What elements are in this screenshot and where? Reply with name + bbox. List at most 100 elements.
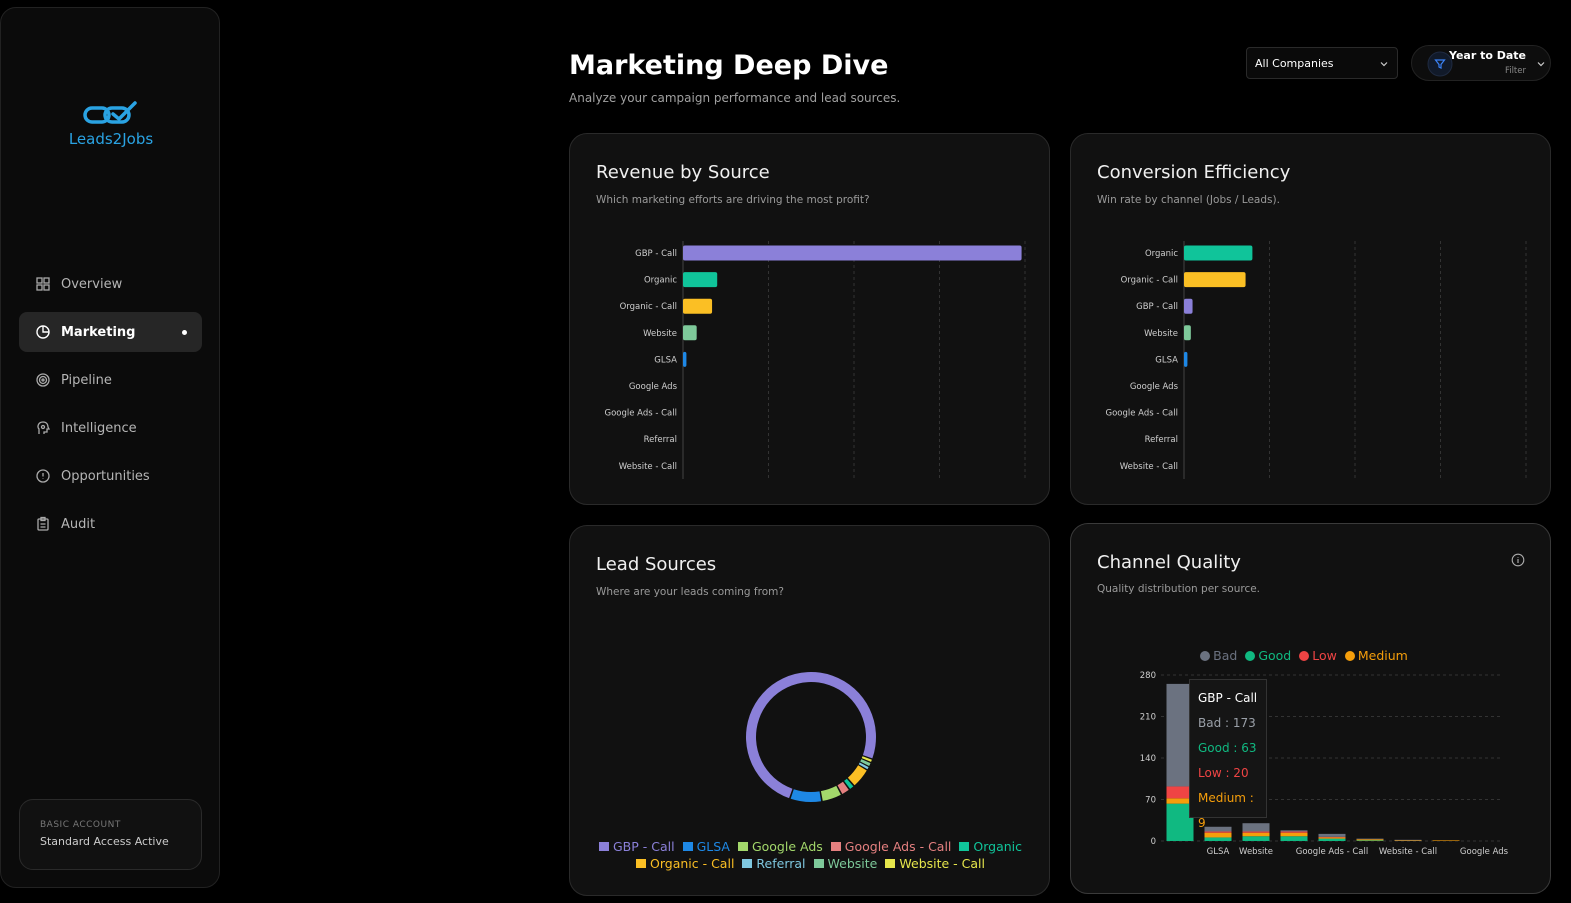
y-tick-label: Organic - Call [1121, 276, 1178, 286]
bar-segment [1242, 823, 1270, 832]
y-tick-label: GLSA [1155, 355, 1178, 365]
y-tick-label: Website [643, 329, 677, 339]
donut-slice [790, 789, 822, 802]
y-tick-label: Website - Call [1120, 462, 1178, 472]
tooltip-line: Bad : 173 [1198, 716, 1256, 730]
legend-swatch [830, 842, 841, 851]
card-subtitle: Win rate by channel (Jobs / Leads). [1097, 194, 1280, 206]
info-icon[interactable] [1511, 553, 1525, 567]
card: Lead Sources Where are your leads coming… [569, 525, 1050, 896]
bar [683, 298, 713, 314]
card: Organic Organic - Call GBP - Call Website GL… [1070, 133, 1551, 505]
legend-item: Website - Call [885, 856, 985, 871]
x-tick-label: Website - Call [1379, 847, 1437, 857]
chevron [1537, 62, 1545, 67]
nav-item[interactable]: Pipeline [19, 360, 202, 400]
y-tick-label: 210 [1140, 713, 1156, 723]
y-tick-label: Organic [1145, 249, 1178, 259]
donut-slice [860, 759, 871, 766]
y-tick-label: Referral [644, 435, 677, 445]
bar-segment [1280, 831, 1308, 833]
y-tick-label: 280 [1140, 671, 1156, 681]
filter-sub: Filter [1504, 66, 1526, 76]
tooltip: GBP - Call Bad : 173 Good : 63 Low : 20 Medi… [1189, 679, 1267, 830]
legend: GBP - Call GLSA Google Ads Google Ads - Cal… [590, 839, 1031, 871]
y-tick-label: 140 [1140, 754, 1156, 764]
legend-label: Organic - Call [650, 856, 735, 871]
nav-label: Opportunities [61, 468, 150, 484]
bar-segment [1432, 840, 1460, 841]
logo-text: Leads2Jobs [68, 130, 154, 148]
legend-label: Good [1258, 648, 1292, 663]
bar-segment [1318, 833, 1346, 837]
card-subtitle: Quality distribution per source. [1097, 583, 1261, 595]
card-title: Conversion Efficiency [1097, 162, 1291, 183]
bar-segment [1204, 826, 1232, 832]
bar-segment [1242, 832, 1270, 837]
bar-segment [1318, 838, 1346, 841]
legend-label: Google Ads - Call [844, 839, 952, 854]
y-tick-label: GBP - Call [635, 249, 677, 259]
nav-item[interactable]: Opportunities [19, 456, 202, 496]
y-tick-label: Google Ads - Call [604, 409, 677, 419]
bar-segment [1166, 786, 1194, 799]
donut-slice [861, 756, 872, 762]
nav-label: Audit [61, 516, 96, 532]
filter-label: Year to Date [1448, 49, 1526, 62]
card-title: Lead Sources [596, 554, 717, 575]
legend-label: Website - Call [899, 856, 985, 871]
tooltip-title: GBP - Call [1198, 691, 1258, 705]
nav-item[interactable]: Overview [19, 264, 202, 304]
bar-segment [1242, 836, 1270, 841]
legend-label: GLSA [696, 839, 730, 854]
chevron [1380, 62, 1388, 67]
y-tick-label: Google Ads [629, 382, 678, 392]
bar-segment [1204, 831, 1232, 833]
y-tick-label: Website [1144, 329, 1178, 339]
nav-label: Marketing [61, 324, 136, 340]
date-filter[interactable]: Year to Date Filter [1411, 45, 1551, 81]
legend-label: Low [1312, 648, 1337, 663]
tooltip-line: Medium : 9 [1198, 791, 1254, 830]
nav-item[interactable]: Marketing [19, 312, 202, 352]
bar-segment [1318, 837, 1346, 839]
legend-dot [1344, 650, 1355, 661]
legend-label: Organic [973, 839, 1023, 854]
legend-swatch [885, 859, 896, 868]
company-select[interactable]: All Companies [1246, 47, 1398, 79]
card-title: Channel Quality [1097, 552, 1241, 573]
legend-label: Google Ads [751, 839, 823, 854]
legend-swatch [742, 859, 753, 868]
y-tick-label: Organic - Call [620, 302, 677, 312]
bar-segment [1356, 838, 1384, 840]
bar-segment [1280, 830, 1308, 832]
legend-item: Organic [959, 839, 1022, 854]
donut-slice [858, 762, 869, 770]
legend-item: Website [813, 856, 878, 871]
legend-dot [1200, 650, 1211, 661]
donut-slice [837, 781, 849, 794]
legend-label: GBP - Call [612, 839, 675, 854]
account-box: BASIC ACCOUNT Standard Access Active [19, 799, 202, 870]
donut-slice [847, 765, 867, 786]
account-tier: BASIC ACCOUNT [40, 820, 121, 830]
y-tick-label: Google Ads [1130, 382, 1179, 392]
legend-item: Bad [1200, 648, 1237, 663]
card: GBP - Call Organic Organic - Call Website GL… [569, 133, 1050, 505]
y-tick-label: Website - Call [619, 462, 677, 472]
legend-swatch [682, 842, 693, 851]
bar [1184, 298, 1193, 314]
nav-item[interactable]: Audit [19, 504, 202, 544]
chart: GBP - Call Organic Organic - Call Website GL… [604, 241, 1026, 479]
legend-swatch [598, 842, 609, 851]
page-title: Marketing Deep Dive [569, 50, 889, 81]
legend-label: Bad [1213, 648, 1238, 663]
legend-label: Website [827, 856, 878, 871]
card-subtitle: Where are your leads coming from? [596, 586, 784, 598]
legend-item: Medium [1344, 648, 1408, 663]
bar-segment [1204, 832, 1232, 838]
bar [1184, 272, 1246, 288]
bar-segment [1280, 836, 1308, 841]
nav-item[interactable]: Intelligence [19, 408, 202, 448]
